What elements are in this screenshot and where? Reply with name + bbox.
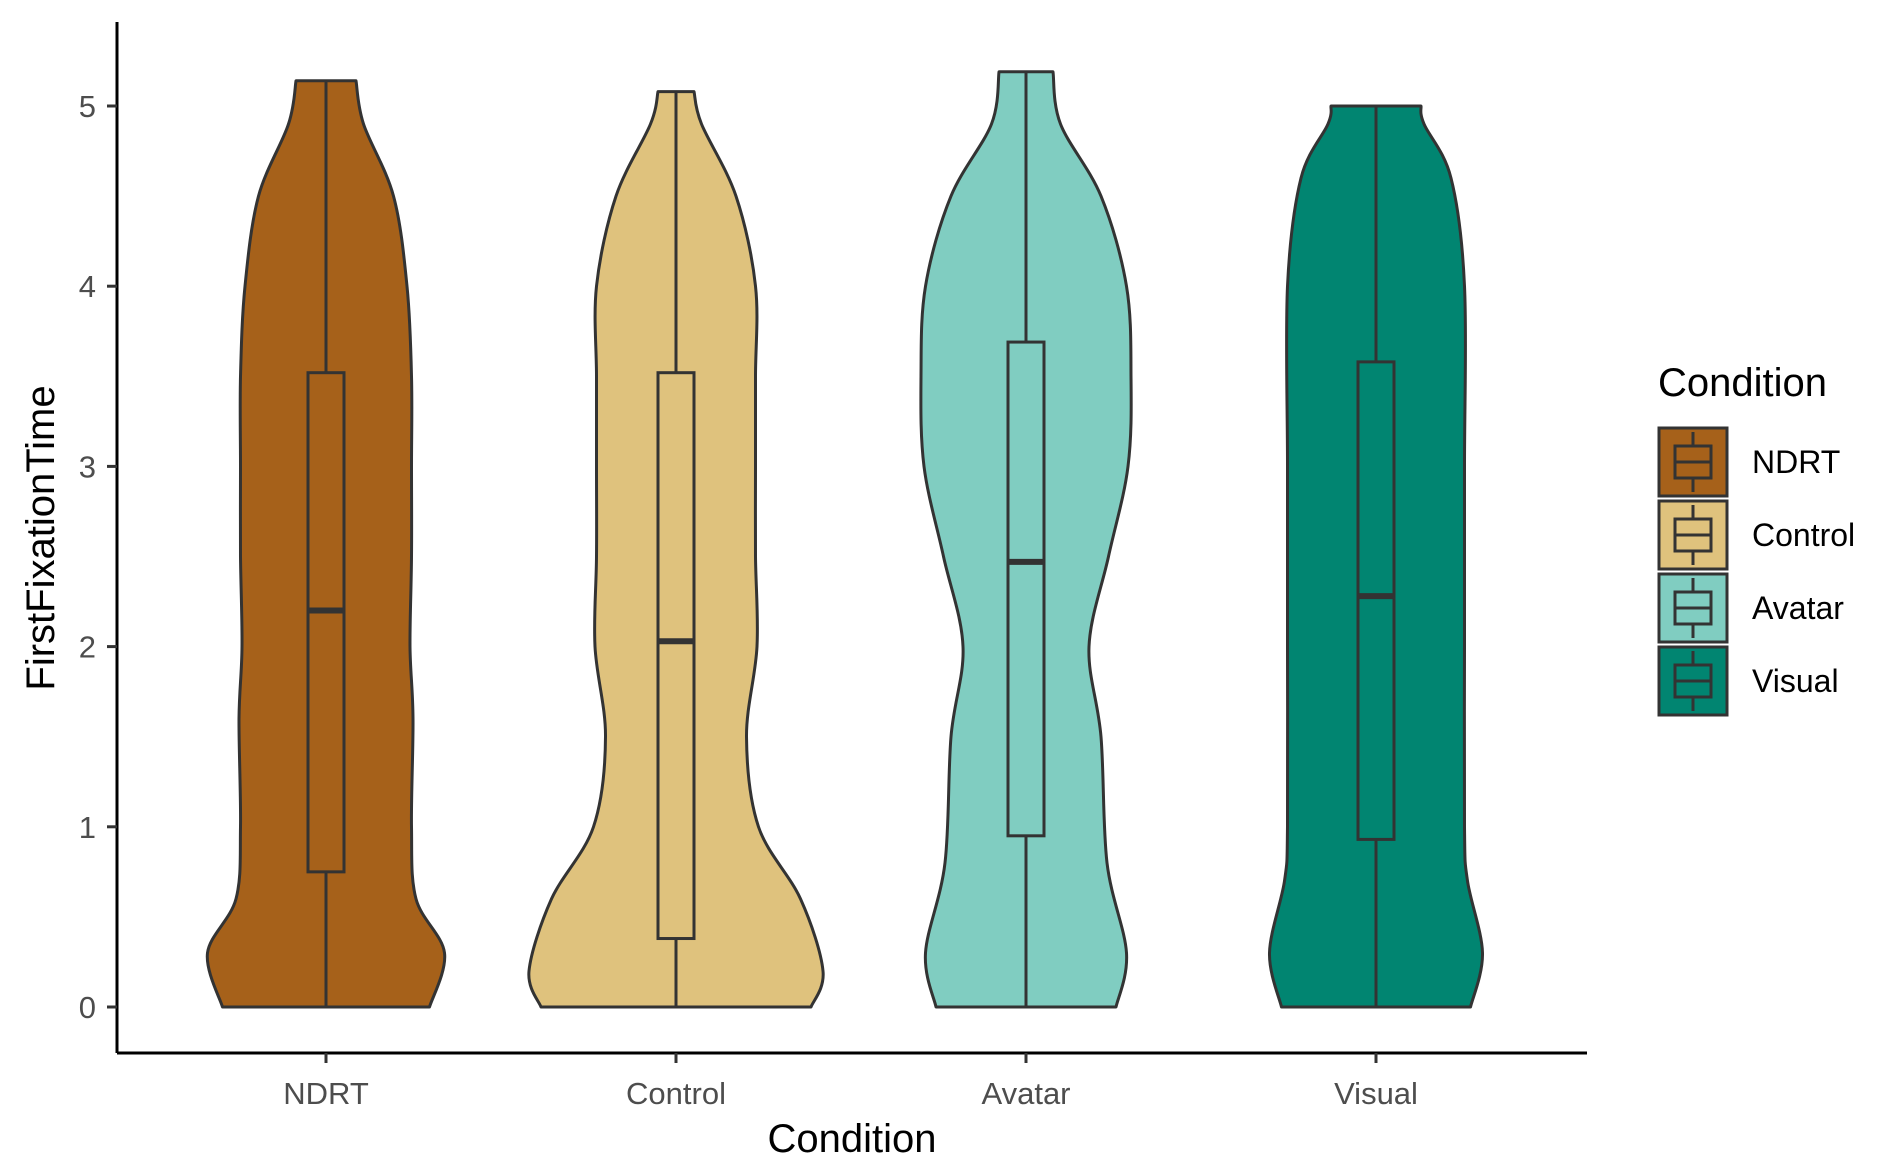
violin-visual [1267, 104, 1485, 1009]
legend-item-visual: Visual [1657, 645, 1839, 717]
legend-label: Avatar [1752, 590, 1844, 626]
x-ticks: NDRT Control Avatar Visual [283, 1053, 1418, 1111]
x-tick-label: NDRT [283, 1076, 369, 1111]
x-tick-label: Avatar [981, 1076, 1070, 1111]
box-visual [1356, 360, 1396, 841]
y-tick-label: 2 [79, 630, 96, 665]
legend-label: Visual [1752, 663, 1839, 699]
x-tick-label: Visual [1334, 1076, 1418, 1111]
box-control [656, 371, 696, 941]
y-tick-label: 0 [79, 990, 96, 1025]
plot-area [205, 70, 1485, 1009]
axes [115, 22, 1587, 1055]
y-tick-label: 5 [79, 89, 96, 124]
y-axis-title: FirstFixationTime [19, 385, 63, 690]
legend-item-control: Control [1657, 499, 1855, 571]
y-tick-label: 3 [79, 449, 96, 484]
legend-title: Condition [1658, 361, 1827, 405]
legend-item-avatar: Avatar [1657, 572, 1844, 644]
box-avatar [1006, 340, 1046, 838]
legend: Condition NDRT Control Avatar Visual [1657, 361, 1855, 717]
y-tick-label: 1 [79, 810, 96, 845]
violin-control [527, 90, 825, 1009]
x-tick-label: Control [626, 1076, 726, 1111]
box-ndrt [306, 371, 346, 874]
legend-label: Control [1752, 517, 1855, 553]
violin-avatar [919, 70, 1133, 1009]
y-ticks: 0 1 2 3 4 5 [79, 89, 117, 1025]
violin-ndrt [205, 79, 447, 1009]
x-axis-title: Condition [767, 1117, 936, 1161]
legend-item-ndrt: NDRT [1657, 426, 1840, 498]
y-tick-label: 4 [79, 269, 96, 304]
legend-label: NDRT [1752, 444, 1840, 480]
